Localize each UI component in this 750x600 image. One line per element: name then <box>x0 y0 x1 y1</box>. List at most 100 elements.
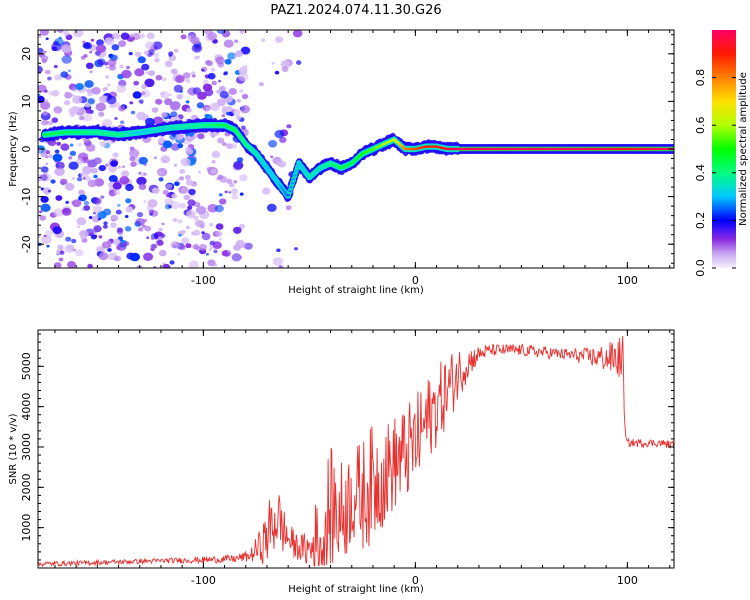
spectrogram-noise-blob <box>99 140 107 147</box>
y-tick-label: 1000 <box>20 514 33 542</box>
spectrogram-noise-blob <box>168 205 172 209</box>
spectrogram-noise-blob <box>103 61 109 66</box>
spectrogram-noise-blob <box>233 160 244 170</box>
spectrogram-noise-blob <box>216 30 226 34</box>
spectrogram-noise-blob <box>171 193 177 199</box>
spectrogram-noise-blob <box>271 61 275 65</box>
spectrogram-noise-blob <box>241 245 246 249</box>
spectrogram-noise-blob <box>120 32 130 40</box>
snr-series <box>38 335 674 568</box>
spectrogram-noise-blob <box>115 209 122 215</box>
spectrogram-noise-blob <box>140 171 147 177</box>
spectrogram-noise-blob <box>129 146 135 151</box>
spectrogram-noise-blob <box>57 30 64 33</box>
x-tick-label: -100 <box>191 574 216 587</box>
colorbar: 0.0 0.2 0.4 0.6 0.8 Normalized spectral ampl… <box>694 30 749 277</box>
spectrogram-noise-blob <box>148 70 156 76</box>
spectrogram-noise-blob <box>77 142 82 147</box>
spectrogram-noise-blob <box>162 189 169 195</box>
spectrogram-noise-blob <box>266 203 277 212</box>
spectrogram-noise-blob <box>138 156 148 165</box>
spectrogram-noise-blob <box>39 30 49 36</box>
spectrogram-noise-blob <box>179 203 187 209</box>
spectrogram-noise-blob <box>204 113 210 118</box>
spectrogram-noise-blob <box>195 205 207 215</box>
spectrogram-noise-blob <box>104 37 115 46</box>
spectrogram-noise-blob <box>40 101 51 110</box>
spectrogram-noise-blob <box>276 248 281 253</box>
spectrogram-noise-blob <box>76 157 84 165</box>
spectrogram-noise-blob <box>176 94 183 100</box>
y-tick-label: 4000 <box>20 393 33 421</box>
spectrogram-noise-blob <box>112 152 119 158</box>
spectrogram-noise-blob <box>90 38 95 42</box>
spectrogram-noise-blob <box>129 252 140 262</box>
spectrogram-noise-blob <box>212 241 222 249</box>
spectrogram-ridge <box>40 117 674 202</box>
snr-y-axis-label: SNR (10 * v/v) <box>8 413 19 484</box>
spectrogram-noise-blob <box>71 106 80 113</box>
spectrogram-noise-blob <box>55 195 63 201</box>
spectrogram-noise-blob <box>279 136 287 143</box>
spectrogram-noise-blob <box>185 179 194 186</box>
spectrogram-noise-blob <box>209 240 215 246</box>
spectrogram-noise-blob <box>71 238 77 244</box>
spectrogram-noise-blob <box>72 199 82 208</box>
spectrogram-noise-blob <box>85 62 94 69</box>
spectrogram-noise-blob <box>286 124 292 129</box>
spectrogram-noise-blob <box>170 68 178 75</box>
spectrogram-noise-blob <box>179 244 186 251</box>
spectrogram-noise-blob <box>107 59 117 67</box>
snr-line <box>38 335 674 568</box>
spectrogram-noise-blob <box>209 102 220 112</box>
spectrogram-noise-blob <box>219 176 228 183</box>
spectrogram-noise-blob <box>151 107 159 113</box>
spectrogram-noise-blob <box>235 50 244 57</box>
spectrogram-noise-blob <box>201 69 205 72</box>
spectrogram-noise-blob <box>102 118 113 128</box>
spectrogram-noise-blob <box>161 112 168 118</box>
spectrogram-noise-blob <box>57 244 64 250</box>
spectrogram-ridge-core <box>292 178 296 181</box>
colorbar-tick-label: 0.4 <box>694 164 707 182</box>
spectrogram-noise-blob <box>146 236 150 239</box>
spectrogram-noise-blob <box>45 99 49 103</box>
spectrogram-noise-blob <box>76 177 83 182</box>
spectrogram-noise-blob <box>198 243 207 251</box>
spectrogram-noise-blob <box>241 93 249 100</box>
spectrogram-noise-blob <box>196 102 205 109</box>
spectrogram-noise-blob <box>129 149 140 158</box>
spectrogram-noise-blob <box>121 165 126 169</box>
y-tick-label: -10 <box>20 188 33 206</box>
spectrogram-noise-blob <box>130 110 136 115</box>
y-tick-label: 20 <box>20 47 33 61</box>
spectrogram-noise-blob <box>83 42 93 50</box>
spectrogram-noise-blob <box>177 253 181 256</box>
spectrogram-noise-blob <box>39 210 43 214</box>
spectrogram-noise-blob <box>231 253 242 262</box>
spectrogram-noise-blob <box>42 187 52 195</box>
spectrogram-noise-blob <box>277 160 287 168</box>
spectrogram-noise-blob <box>216 98 226 107</box>
spectrogram-noise-blob <box>150 243 158 250</box>
spectrogram-noise-blob <box>55 163 61 168</box>
spectrogram-noise-blob <box>98 235 103 239</box>
spectrogram-noise-blob <box>45 162 49 166</box>
spectrogram-noise-blob <box>197 133 205 140</box>
spectrogram-noise-blob <box>219 237 223 241</box>
spectrogram-noise-blob <box>184 175 191 180</box>
spectrogram-noise-blob <box>83 200 90 206</box>
spectrogram-noise-blob <box>268 140 278 148</box>
spectrogram-noise-blob <box>134 68 145 77</box>
spectrogram-noise-blob <box>124 226 132 232</box>
spectrogram-noise-blob <box>191 43 203 53</box>
spectrogram-noise-blob <box>219 198 227 205</box>
spectrogram-noise-blob <box>162 140 173 149</box>
spectrogram-noise-blob <box>179 176 185 181</box>
spectrogram-noise-blob <box>112 182 122 190</box>
spectrogram-noise-blob <box>67 261 76 268</box>
spectrogram-noise-blob <box>138 183 147 190</box>
spectrogram-noise-blob <box>130 161 137 167</box>
spectrogram-noise-blob <box>207 32 218 41</box>
